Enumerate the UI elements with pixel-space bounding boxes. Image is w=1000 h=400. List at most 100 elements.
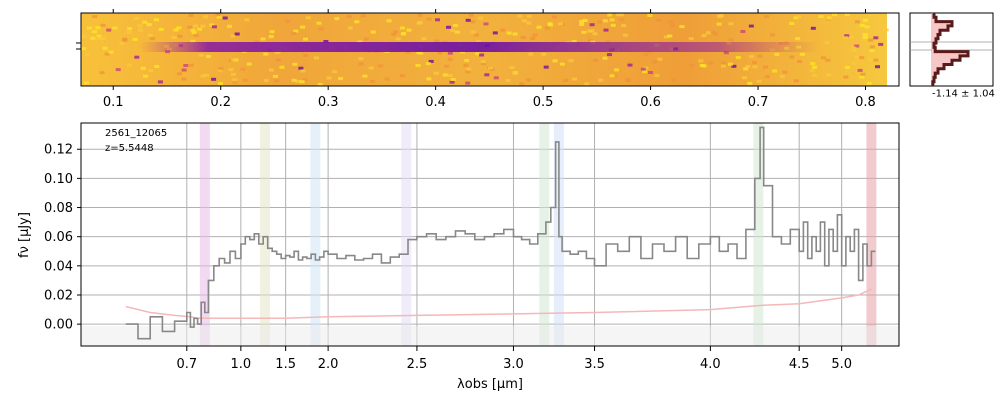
heatmap-cell xyxy=(603,28,609,32)
heatmap-cell xyxy=(428,59,434,63)
heatmap-cell xyxy=(316,21,322,25)
profile-panel: -1.14 ± 1.04 xyxy=(909,12,995,99)
heatmap-cell xyxy=(521,19,527,23)
heatmap-cell xyxy=(559,62,565,66)
heatmap-cell xyxy=(465,18,471,22)
heatmap-cell xyxy=(728,62,733,66)
heatmap-cell xyxy=(463,63,469,67)
heatmap-cell xyxy=(268,35,274,39)
heatmap-cell xyxy=(789,22,795,25)
heatmap-cell xyxy=(153,18,159,22)
heatmap-cell xyxy=(346,14,352,18)
heatmap-cell xyxy=(712,32,718,36)
heatmap-cell xyxy=(453,24,458,27)
heatmap-cell xyxy=(647,14,653,17)
heatmap-cell xyxy=(505,79,511,82)
heatmap-cell xyxy=(820,56,826,60)
heatmap-cell xyxy=(470,20,476,24)
heatmap-cell xyxy=(764,15,770,19)
heatmap-cell xyxy=(597,20,603,24)
heatmap-cell xyxy=(735,56,741,59)
heatmap-cell xyxy=(643,66,649,70)
heatmap-cell xyxy=(512,32,518,36)
heatmap-cell xyxy=(347,26,353,30)
heatmap-cell xyxy=(609,74,615,78)
heatmap-cell xyxy=(622,33,628,37)
heatmap-cell xyxy=(190,39,196,43)
heatmap-cell xyxy=(812,65,817,69)
heatmap-cell xyxy=(305,16,311,20)
heatmap-cell xyxy=(844,34,850,38)
heatmap-cell xyxy=(512,72,518,76)
heatmap-cell xyxy=(279,65,285,69)
heatmap-cell xyxy=(193,24,198,28)
heatmap-cell xyxy=(268,68,274,72)
2d-spectrum-trace xyxy=(140,42,820,52)
heatmap-cell xyxy=(358,57,364,61)
heatmap-cell xyxy=(464,58,470,62)
heatmap-cell xyxy=(484,73,490,77)
object-id-label: 2561_12065 xyxy=(105,128,167,139)
heatmap-cell xyxy=(415,63,421,67)
heatmap-cell xyxy=(148,33,153,37)
heatmap-cell xyxy=(740,30,746,33)
heatmap-cell xyxy=(826,73,832,77)
heatmap-cell xyxy=(652,60,658,64)
heatmap-cell xyxy=(218,82,223,85)
heatmap-cell xyxy=(127,27,133,31)
heatmap-cell xyxy=(100,37,106,41)
profile-annotation: -1.14 ± 1.04 xyxy=(932,88,995,99)
heatmap-cell xyxy=(859,56,865,60)
heatmap-cell xyxy=(391,32,397,36)
heatmap-cell xyxy=(81,47,87,51)
heatmap-cell xyxy=(589,29,595,33)
heatmap-cell xyxy=(303,37,308,41)
heatmap-cell xyxy=(260,37,266,41)
heatmap-cell xyxy=(149,37,155,41)
heatmap-cell xyxy=(509,66,515,69)
heatmap-cell xyxy=(115,68,121,72)
heatmap-cell xyxy=(230,34,236,38)
heatmap-xtick-label: 0.1 xyxy=(103,95,124,110)
heatmap-cell xyxy=(417,13,423,17)
heatmap-cell xyxy=(506,31,512,35)
heatmap-cell xyxy=(873,58,879,62)
heatmap-cell xyxy=(547,22,553,26)
heatmap-cell xyxy=(132,37,138,41)
heatmap-cell xyxy=(825,58,831,62)
heatmap-cell xyxy=(868,58,874,61)
heatmap-cell xyxy=(425,62,431,66)
heatmap-cell xyxy=(526,21,532,25)
heatmap-cell xyxy=(875,65,880,69)
heatmap-cell xyxy=(797,60,803,63)
heatmap-xtick-label: 0.6 xyxy=(640,95,661,110)
heatmap-cell xyxy=(338,77,344,81)
heatmap-cell xyxy=(873,36,879,40)
heatmap-cell xyxy=(126,31,132,34)
heatmap-cell xyxy=(880,15,886,19)
heatmap-cell xyxy=(202,15,208,19)
heatmap-cell xyxy=(720,64,726,68)
heatmap-cell xyxy=(85,53,91,57)
heatmap-cell xyxy=(106,28,112,32)
heatmap-cell xyxy=(763,65,769,69)
heatmap-cell xyxy=(191,31,197,35)
heatmap-cell xyxy=(181,68,187,72)
heatmap-cell xyxy=(384,77,390,81)
heatmap-cell xyxy=(142,20,148,24)
heatmap-cell xyxy=(215,13,221,17)
heatmap-cell xyxy=(181,77,187,81)
heatmap-cell xyxy=(670,24,676,28)
heatmap-cell xyxy=(274,79,280,83)
heatmap-cell xyxy=(532,33,538,37)
heatmap-cell xyxy=(723,51,729,55)
profile-area xyxy=(932,13,968,86)
heatmap-cell xyxy=(862,36,868,39)
heatmap-xtick-label: 0.8 xyxy=(855,95,876,110)
heatmap-cell xyxy=(360,14,366,18)
heatmap-cell xyxy=(656,18,662,22)
heatmap-cell xyxy=(465,70,471,74)
heatmap-cell xyxy=(395,37,401,41)
heatmap-cell xyxy=(332,70,338,74)
heatmap-cell xyxy=(100,23,106,27)
